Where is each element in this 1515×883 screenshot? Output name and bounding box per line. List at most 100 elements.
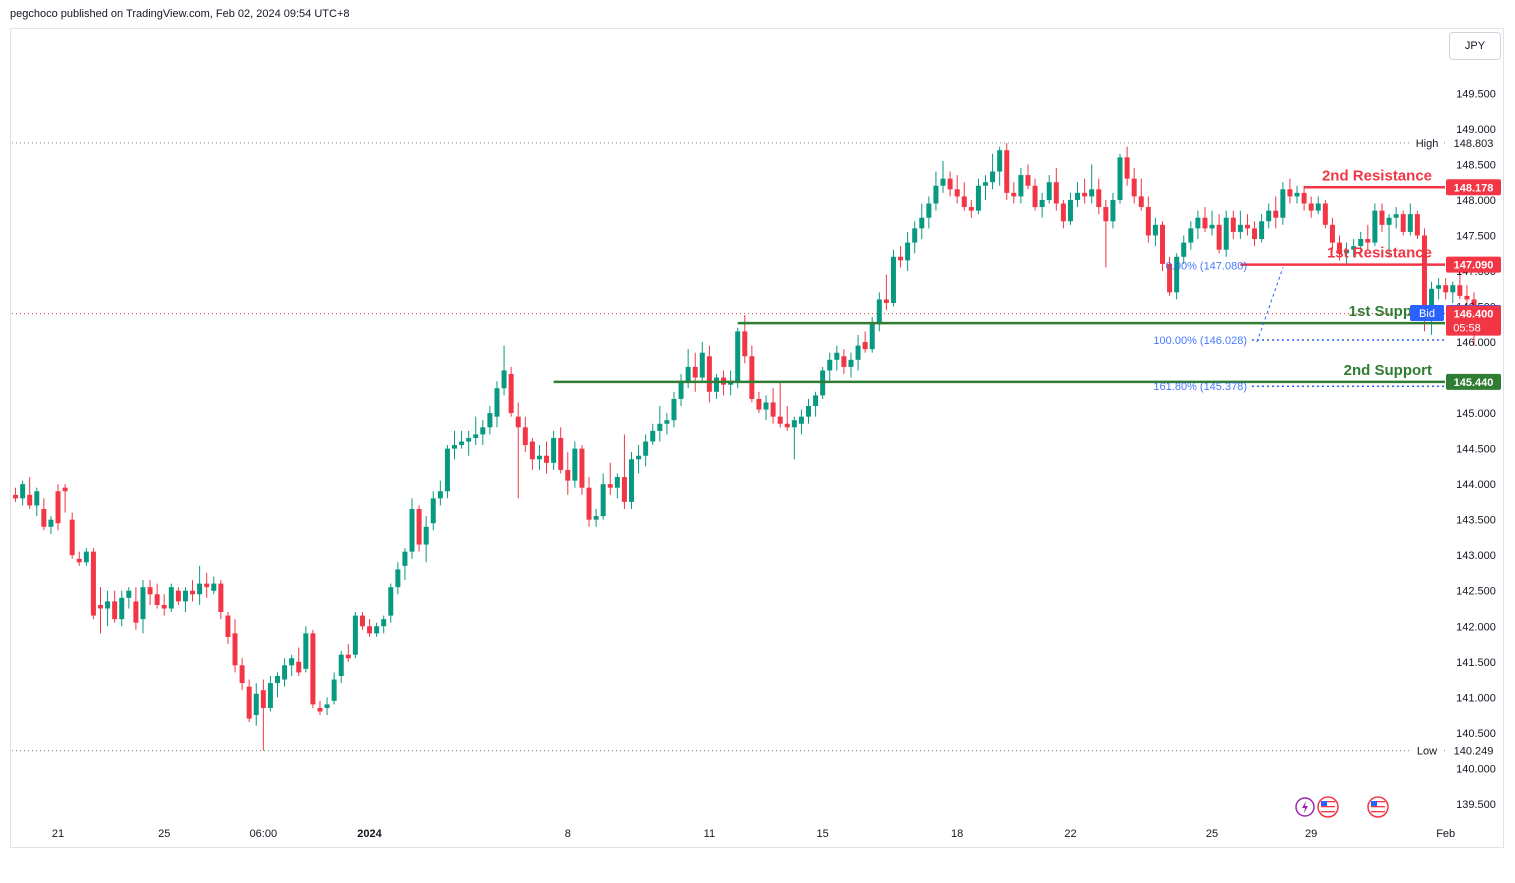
candle-body [607,484,613,488]
candle-body [898,256,904,261]
candle-body [749,356,755,399]
candle-body [565,469,571,481]
candle-body [1152,224,1158,236]
currency-button[interactable]: JPY [1449,32,1501,60]
candle-body [55,491,61,524]
candle-body [331,679,337,701]
candle-body [1209,224,1215,229]
candle-body [324,704,330,708]
candle-body [586,487,592,520]
candle-body [388,587,394,616]
candle-body [1124,157,1130,179]
x-tick-label: 22 [1064,828,1076,840]
candle-body [175,590,181,602]
candle-body [827,359,833,371]
candle-body [310,633,316,705]
candle-body [190,590,196,595]
candle-body [133,601,139,623]
candle-body [883,299,889,303]
candle-body [926,203,932,218]
candle-body [423,526,429,545]
candle-body [381,619,387,627]
us-flag-icon [1317,796,1339,818]
candle-body [41,509,47,527]
candle-body [890,256,896,303]
candle-body [154,594,160,605]
candle-body [954,189,960,197]
candle-body [459,441,465,446]
flag-canton [1321,801,1327,806]
low-tag-box [1446,742,1501,759]
candle-body [1089,189,1095,197]
candle-body [275,675,280,684]
candle-body [1351,246,1357,250]
candle-body [303,633,309,669]
candle-body [182,590,188,602]
candle-body [777,416,783,424]
bid-tag-label-box [1410,305,1444,322]
candle-body [112,601,118,620]
candle-body [480,427,486,435]
y-tick-label: 140.000 [1456,763,1496,775]
candle-body [1082,192,1088,197]
bid-tag-label: Bid [1419,308,1435,320]
high-tag-value: 148.803 [1454,138,1494,150]
candle-body [968,207,974,211]
y-tick-label: 147.500 [1456,230,1496,242]
candle-body [629,459,634,502]
candle-body [947,178,953,190]
candle-body [34,491,40,506]
candle-body [990,171,996,183]
candle-body [806,405,811,417]
candle-body [239,665,245,684]
high-tag-label-box [1410,134,1444,151]
candle-body [27,494,33,506]
candle-body [522,427,528,446]
candle-body [692,366,698,378]
candle-body [466,437,472,442]
candle-body [253,693,259,716]
candle-body [1436,285,1442,289]
flag-stripe [1321,811,1335,813]
candle-body [289,658,295,666]
candle-body [98,604,103,609]
flag-stripe [1321,803,1335,805]
level-tag-value: 148.178 [1454,182,1494,194]
candle-body [494,388,500,417]
y-tick-label: 141.500 [1456,657,1496,669]
candle-body [650,430,656,442]
y-tick-label: 143.500 [1456,515,1496,527]
level-label: 2nd Support [1344,362,1432,379]
candle-body [735,331,741,382]
y-tick-label: 139.500 [1456,799,1496,811]
candle-body [1195,217,1201,229]
level-label: 1st Resistance [1327,245,1432,262]
candle-body [544,455,550,463]
candle-body [1329,224,1335,243]
candle-body [791,420,797,428]
candle-body [1188,228,1194,243]
candle-body [126,590,132,598]
candle-body [147,587,153,595]
y-tick-label: 142.500 [1456,586,1496,598]
high-tag-label: High [1416,138,1439,150]
candle-body [614,477,620,488]
candle-body [1358,239,1364,247]
y-tick-label: 144.000 [1456,479,1496,491]
candle-body [501,370,507,389]
candle-body [1004,150,1010,193]
level-tag-box [1446,179,1501,196]
candle-body [1464,295,1470,300]
lightning-bolt [1302,801,1308,813]
candle-body [83,551,89,563]
candle-body [1337,242,1342,254]
x-tick-label: Feb [1436,828,1455,840]
candle-body [1273,210,1279,218]
candle-body [1138,196,1144,208]
candle-body [1167,263,1173,293]
x-tick-label: 8 [565,828,571,840]
y-tick-label: 146.000 [1456,337,1496,349]
x-tick-label: 25 [1206,828,1218,840]
candle-body [267,683,273,708]
